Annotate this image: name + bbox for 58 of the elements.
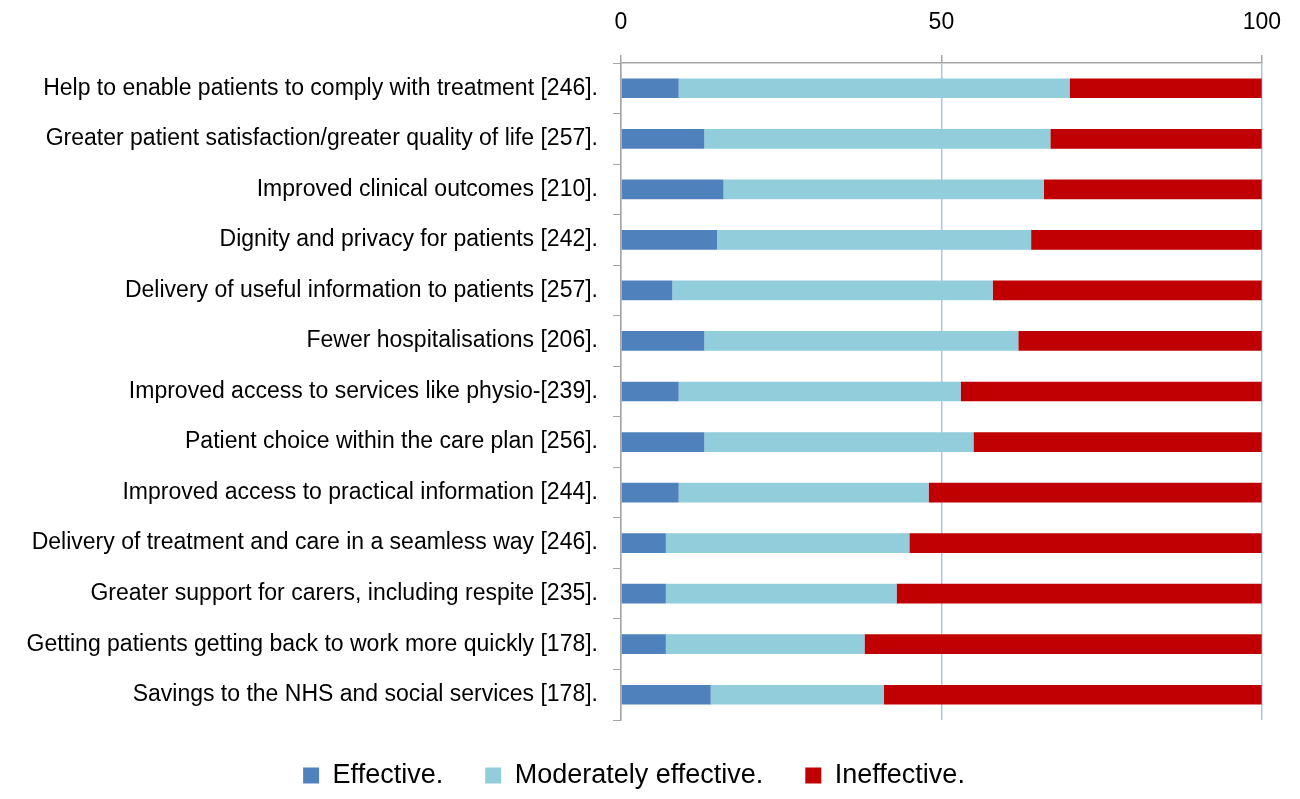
y-tick-label: Delivery of treatment and care in a seamless way [246]. [31,528,598,555]
bar [1018,331,1262,351]
y-tick-label: Greater patient satisfaction/greater quality of life [257]. [45,124,598,151]
legend-label: Ineffective. [834,758,965,789]
y-tick-label: Improved access to practical information [244]. [122,477,598,504]
bar [621,432,705,452]
bar [621,78,679,99]
y-tick-label: Help to enable patients to comply with treatment [246]. [43,73,598,100]
y-tick-label: Improved clinical outcomes [210]. [256,174,598,201]
y-tick-label: Patient choice within the care plan [256]. [185,427,598,454]
bar [665,533,910,553]
bar [678,78,1070,99]
bar [621,381,679,402]
bar [864,634,1262,655]
y-tick-label: Greater support for carers, including respite [235]. [90,579,598,605]
bar [621,280,673,301]
legend-label: Moderately effective. [514,758,764,789]
bar [960,381,1262,402]
x-tick-label: 50 [928,7,955,34]
y-tick-label: Fewer hospitalisations [206]. [306,326,598,353]
y-tick-label: Delivery of useful information to patients [257]. [124,275,598,302]
bar [621,533,666,553]
bar [678,482,929,503]
bar [678,381,961,402]
bar [621,230,718,250]
bar [909,533,1262,553]
y-tick-label: Improved access to services like physio-[239]. [128,376,598,403]
y-tick-label: Dignity and privacy for patients [242]. [219,225,598,252]
bar [704,432,974,452]
bar [717,230,1032,250]
bar [621,684,711,705]
y-tick-label: Getting patients getting back to work more quickly [178]. [26,629,598,656]
legend-label: Effective. [332,758,444,789]
bar [704,331,1019,351]
x-tick-label: 0 [614,7,628,34]
bar [723,179,1044,200]
bar [621,583,666,604]
bar [1050,128,1262,149]
y-tick-label: Savings to the NHS and social services [178]. [132,680,598,707]
bar [1031,230,1262,250]
bar [973,432,1262,452]
bar [1069,78,1262,99]
bar [1043,179,1262,200]
bar [896,583,1262,604]
bar [704,128,1051,149]
bar [621,634,666,655]
bar [665,583,897,604]
bar [621,179,724,200]
bar [710,684,884,705]
bar [883,684,1262,705]
bar [621,482,679,503]
bar [672,280,993,301]
bar [665,634,865,655]
x-tick-label: 100 [1242,7,1281,34]
bar [928,482,1262,503]
bar [621,128,705,149]
bar [621,331,705,351]
bar [992,280,1262,301]
